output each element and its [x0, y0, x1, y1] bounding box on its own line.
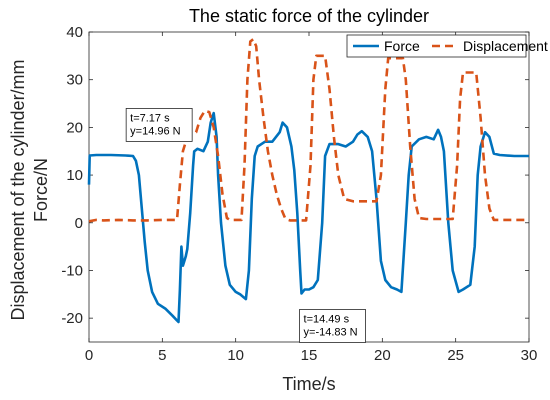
y-axis-label-displacement: Displacement of the cylinder/mm: [8, 59, 28, 320]
x-tick-label: 20: [374, 347, 391, 364]
data-tip-box: [125, 108, 193, 142]
y-tick-label: -20: [61, 310, 83, 327]
data-tip-box: [299, 309, 366, 343]
y-axis-label-force: Force/N: [31, 158, 51, 222]
series-line-force: [87, 111, 529, 324]
y-tick-label: 40: [66, 24, 83, 41]
legend-label-displacement: Displacement: [463, 38, 548, 54]
legend-label-force: Force: [384, 38, 420, 54]
x-tick-label: 25: [447, 347, 464, 364]
y-tick-label: -10: [61, 262, 83, 279]
data-tip-text: y=14.96 N: [130, 125, 181, 137]
y-tick-label: 20: [66, 119, 83, 136]
y-tick-label: 10: [66, 167, 83, 184]
x-tick-label: 10: [227, 347, 244, 364]
data-tip-text: t=7.17 s: [130, 112, 170, 124]
chart-title: The static force of the cylinder: [189, 6, 429, 26]
x-tick-label: 5: [158, 347, 166, 364]
y-tick-label: 30: [66, 72, 83, 89]
data-tip-text: y=-14.83 N: [304, 326, 358, 338]
x-tick-label: 30: [521, 347, 538, 364]
x-tick-label: 15: [301, 347, 318, 364]
x-axis-label: Time/s: [282, 374, 335, 394]
series-line-displacement: [88, 37, 529, 223]
x-tick-label: 0: [85, 347, 93, 364]
plot-area: 0 5 10 15 20 25 30 -20 -10 0 10 20 30 40 t=7.17 sy=14.…: [61, 24, 548, 364]
data-tip-text: t=14.49 s: [304, 313, 350, 325]
y-tick-label: 0: [75, 215, 83, 232]
